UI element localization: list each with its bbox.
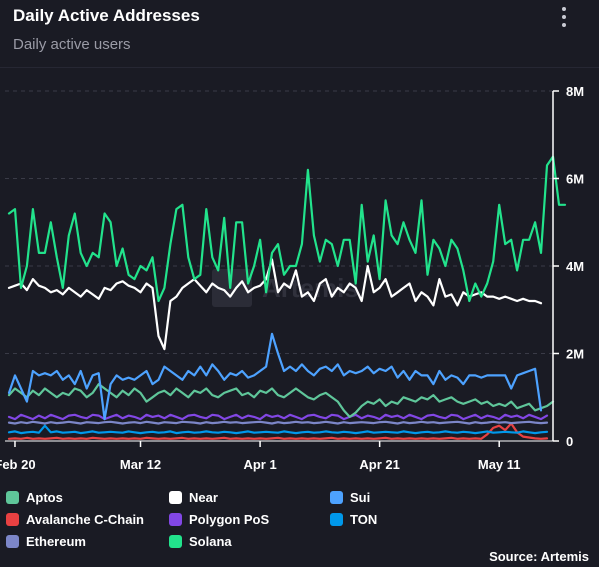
y-tick-label: 6M (566, 172, 584, 187)
chart-title: Daily Active Addresses (13, 6, 200, 25)
legend-item[interactable]: Sui (330, 490, 370, 505)
legend-item[interactable]: Solana (169, 534, 232, 549)
series-line-aptos (7, 383, 555, 418)
y-tick-label: 0 (566, 434, 573, 449)
legend-label: Aptos (26, 490, 63, 505)
legend-swatch (169, 535, 182, 548)
legend-label: Sui (350, 490, 371, 505)
legend: Aptos Avalanche C-Chain Ethereum Near Polygo… (6, 490, 566, 556)
more-options-icon[interactable] (556, 4, 572, 30)
x-tick-label: Mar 12 (120, 457, 161, 472)
x-tick-label: Apr 21 (359, 457, 399, 472)
legend-label: Polygon PoS (189, 512, 270, 527)
series-lines (7, 155, 567, 440)
series-line-solana (7, 155, 567, 303)
legend-item[interactable]: Ethereum (6, 534, 86, 549)
legend-item[interactable]: Avalanche C-Chain (6, 512, 144, 527)
legend-label: Near (189, 490, 218, 505)
legend-item[interactable]: TON (330, 512, 377, 527)
legend-label: Solana (189, 534, 232, 549)
axes: 0 2M 4M 6M 8M Feb 20 Mar 12 Apr 1 Apr 21 May 11 (0, 84, 584, 472)
legend-label: Avalanche C-Chain (26, 512, 144, 527)
series-line-ethereum (7, 420, 549, 425)
legend-swatch (6, 491, 19, 504)
series-line-ton (7, 424, 549, 435)
legend-swatch (169, 491, 182, 504)
header-divider (0, 67, 599, 68)
y-tick-label: 2M (566, 347, 584, 362)
legend-item[interactable]: Polygon PoS (169, 512, 269, 527)
legend-item[interactable]: Near (169, 490, 218, 505)
chart-subtitle: Daily active users (13, 36, 131, 53)
series-line-avalanche-c-chain (7, 422, 549, 440)
y-tick-label: 8M (566, 84, 584, 99)
grid (5, 90, 553, 354)
legend-label: TON (350, 512, 378, 527)
legend-swatch (6, 513, 19, 526)
legend-swatch (330, 491, 343, 504)
legend-swatch (330, 513, 343, 526)
x-tick-label: Apr 1 (243, 457, 276, 472)
series-line-sui (7, 332, 543, 421)
legend-label: Ethereum (26, 534, 86, 549)
x-tick-label: May 11 (478, 457, 521, 472)
legend-swatch (169, 513, 182, 526)
series-line-polygon-pos (7, 413, 549, 421)
x-tick-label: Feb 20 (0, 457, 36, 472)
y-tick-label: 4M (566, 259, 584, 274)
legend-item[interactable]: Aptos (6, 490, 63, 505)
series-line-near (7, 258, 543, 351)
legend-swatch (6, 535, 19, 548)
source-label: Source: Artemis (489, 549, 589, 564)
